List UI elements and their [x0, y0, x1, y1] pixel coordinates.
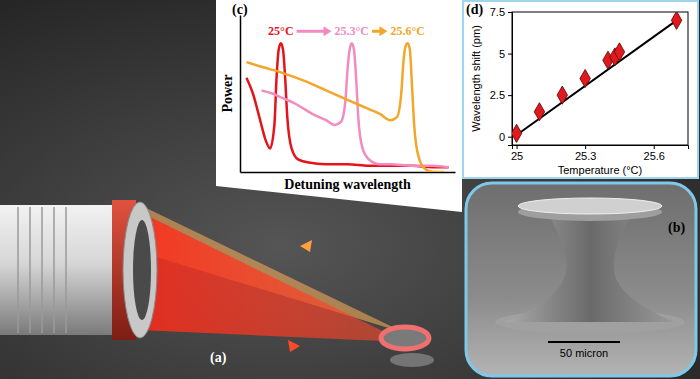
- microring: [381, 327, 429, 349]
- axis-line: [240, 16, 242, 173]
- panel-d-background: [463, 1, 698, 178]
- plot-frame: [512, 12, 688, 145]
- data-point: [580, 69, 590, 87]
- panel-c-background: [216, 0, 462, 212]
- direction-arrow: [288, 340, 300, 352]
- tick-label: 2.5: [490, 89, 505, 101]
- tick: 5: [499, 48, 512, 60]
- axis-yticks: [240, 16, 241, 173]
- tick-mark: [508, 137, 512, 138]
- figure: 50 micron 25°C 25.3°C 25.6°C Power Detuning w…: [0, 0, 700, 379]
- tick-label: 7.5: [490, 6, 505, 18]
- objective-ridge: [29, 207, 31, 333]
- objective-lens: [133, 220, 151, 320]
- data-point: [512, 124, 522, 142]
- axis-xticks: [241, 172, 456, 173]
- panel-b: 50 micron: [466, 183, 696, 376]
- tick-label: 25.3: [575, 150, 596, 162]
- panel-d: 25 25.3 25.6 0 2.5 5 7.5 Wavelength shift (pm) T…: [463, 1, 698, 178]
- axis-yticks: 0 2.5 5 7.5: [490, 6, 513, 145]
- figure-svg: 50 micron 25°C 25.3°C 25.6°C Power Detuning w…: [0, 0, 700, 379]
- input-beam: [140, 212, 405, 342]
- shift-arrowhead: [324, 26, 332, 36]
- tick: 2.5: [490, 89, 512, 101]
- panel-label: (c): [232, 2, 248, 18]
- scale-bar: [548, 341, 620, 343]
- sem-disk-top: [518, 198, 662, 214]
- objective-face: [123, 202, 157, 338]
- tick: 0: [499, 131, 512, 143]
- tick: 7.5: [490, 6, 512, 18]
- tick-mark: [654, 145, 655, 149]
- data-point: [557, 86, 567, 104]
- shift-arrowhead: [379, 26, 387, 36]
- tick-mark: [517, 145, 518, 149]
- objective-ridge: [41, 207, 43, 333]
- plot-area: [512, 12, 682, 142]
- objective-ridge: [65, 207, 67, 333]
- y-axis-title: Wavelength shift (pm): [470, 25, 482, 132]
- series-label: 25°C: [268, 24, 293, 38]
- series-label: 25.3°C: [335, 24, 369, 38]
- tick-mark: [508, 54, 512, 55]
- panel-label: (b): [668, 220, 685, 236]
- tick-mark: [508, 95, 512, 96]
- tick-label: 0: [499, 131, 505, 143]
- shift-arrow: [297, 30, 325, 33]
- plot-area: [246, 43, 448, 172]
- tick-mark: [508, 12, 512, 13]
- objective-body: [0, 205, 113, 335]
- y-axis-title: Power: [220, 74, 235, 112]
- axis-xticks: 25 25.3 25.6: [511, 145, 689, 162]
- fit-line: [517, 20, 677, 135]
- data-point: [671, 12, 681, 29]
- tick-label: 25.6: [644, 150, 665, 162]
- sem-pedestal: [505, 212, 675, 322]
- tick: 25: [511, 145, 523, 162]
- x-axis-title: Temperature (°C): [558, 164, 642, 176]
- sem-frame: [466, 183, 696, 376]
- data-point: [534, 103, 544, 121]
- ring-pedestal: [390, 353, 434, 367]
- panel-a: [0, 200, 434, 367]
- tick-label: 5: [499, 48, 505, 60]
- axis-line: [508, 13, 513, 146]
- data-point: [614, 43, 624, 61]
- axis-line: [241, 172, 456, 174]
- tick: 25.6: [644, 145, 665, 162]
- spectrum-line: [246, 43, 444, 172]
- spectrum-line: [262, 43, 449, 167]
- scale-bar-label: 50 micron: [560, 347, 608, 359]
- tick: 25.3: [575, 145, 596, 162]
- series-label: 25.6°C: [390, 24, 424, 38]
- panel-c: 25°C 25.3°C 25.6°C Power Detuning wavelength: [216, 0, 462, 212]
- spectrum-line: [246, 43, 448, 167]
- panel-label: (a): [210, 350, 227, 366]
- panel-label: (d): [466, 2, 483, 18]
- axis-line: [513, 146, 689, 150]
- objective-ridge: [17, 207, 19, 333]
- shift-arrow: [372, 30, 380, 33]
- direction-arrow: [300, 240, 312, 252]
- tick-mark: [585, 145, 586, 149]
- x-axis-title: Detuning wavelength: [284, 177, 411, 192]
- tick-label: 25: [511, 150, 523, 162]
- objective-ridge: [53, 207, 55, 333]
